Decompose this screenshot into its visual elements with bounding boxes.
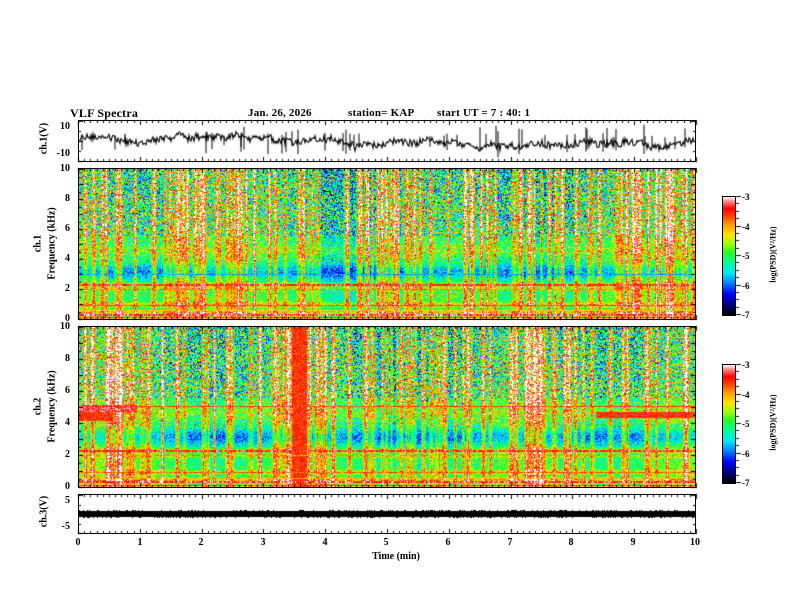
xtick-7: 7	[507, 537, 513, 548]
ch1-cbar-tick--3: -3	[742, 192, 750, 202]
ch3-ts-ytick-5: 5	[65, 495, 70, 506]
ch2-sp-ytick-8: 8	[65, 353, 70, 364]
ch2-colorbar	[722, 364, 736, 484]
ch1-sp-ytick-10: 10	[60, 163, 70, 174]
plot-date: Jan. 26, 2026	[248, 107, 312, 119]
ch2-sp-ytick-4: 4	[65, 417, 70, 428]
ch3-timeseries-ylabel: ch.3(V)	[38, 495, 50, 528]
ch1-timeseries-ylabel: ch.1(V)	[38, 122, 50, 155]
ch1-ts-ytick-neg10: -10	[56, 148, 70, 159]
plot-title: VLF Spectra	[70, 106, 139, 120]
station-label: station= KAP	[348, 107, 415, 119]
xtick-9: 9	[630, 537, 636, 548]
ch1-sp-ytick-6: 6	[65, 223, 70, 234]
ch1-timeseries-panel	[78, 120, 696, 162]
xtick-2: 2	[198, 537, 204, 548]
ch2-cbar-tick--3: -3	[742, 360, 750, 370]
xtick-6: 6	[445, 537, 451, 548]
ch2-sp-ytick-10: 10	[60, 321, 70, 332]
start-ut-label: start UT = 7 : 40: 1	[437, 107, 531, 119]
ch1-sp-ytick-4: 4	[65, 253, 70, 264]
ch2-cbar-tick--6: -6	[742, 449, 750, 459]
ch2-spectrogram-panel	[78, 326, 696, 488]
x-axis-label: Time (min)	[372, 551, 420, 562]
ch1-ts-ytick-10: 10	[60, 121, 70, 132]
ch2-spectrogram-ylabel-channel: ch.2	[32, 397, 44, 416]
ch2-sp-ytick-0: 0	[65, 481, 70, 492]
ch2-colorbar-label: log(PSD)(V²/Hz)	[768, 394, 778, 451]
ch2-sp-ytick-6: 6	[65, 385, 70, 396]
ch1-cbar-tick--5: -5	[742, 251, 750, 261]
xtick-1: 1	[137, 537, 143, 548]
ch2-cbar-tick--4: -4	[742, 390, 750, 400]
ch3-timeseries-panel	[78, 494, 696, 534]
ch1-cbar-tick--6: -6	[742, 281, 750, 291]
xtick-0: 0	[75, 537, 81, 548]
xtick-10: 10	[690, 537, 700, 548]
xtick-5: 5	[383, 537, 389, 548]
ch2-cbar-tick--7: -7	[742, 478, 750, 488]
ch1-cbar-tick--4: -4	[742, 222, 750, 232]
ch1-colorbar	[722, 196, 736, 316]
ch1-sp-ytick-2: 2	[65, 283, 70, 294]
ch2-cbar-tick--5: -5	[742, 419, 750, 429]
ch1-sp-ytick-8: 8	[65, 193, 70, 204]
xtick-4: 4	[322, 537, 328, 548]
ch1-colorbar-label: log(PSD)(V²/Hz)	[768, 226, 778, 283]
ch3-ts-ytick-neg5: -5	[61, 521, 70, 532]
ch1-spectrogram-ylabel-channel: ch.1	[32, 234, 44, 253]
xtick-8: 8	[568, 537, 574, 548]
ch1-cbar-tick--7: -7	[742, 310, 750, 320]
ch1-spectrogram-panel	[78, 168, 696, 320]
xtick-3: 3	[260, 537, 266, 548]
ch2-sp-ytick-2: 2	[65, 449, 70, 460]
